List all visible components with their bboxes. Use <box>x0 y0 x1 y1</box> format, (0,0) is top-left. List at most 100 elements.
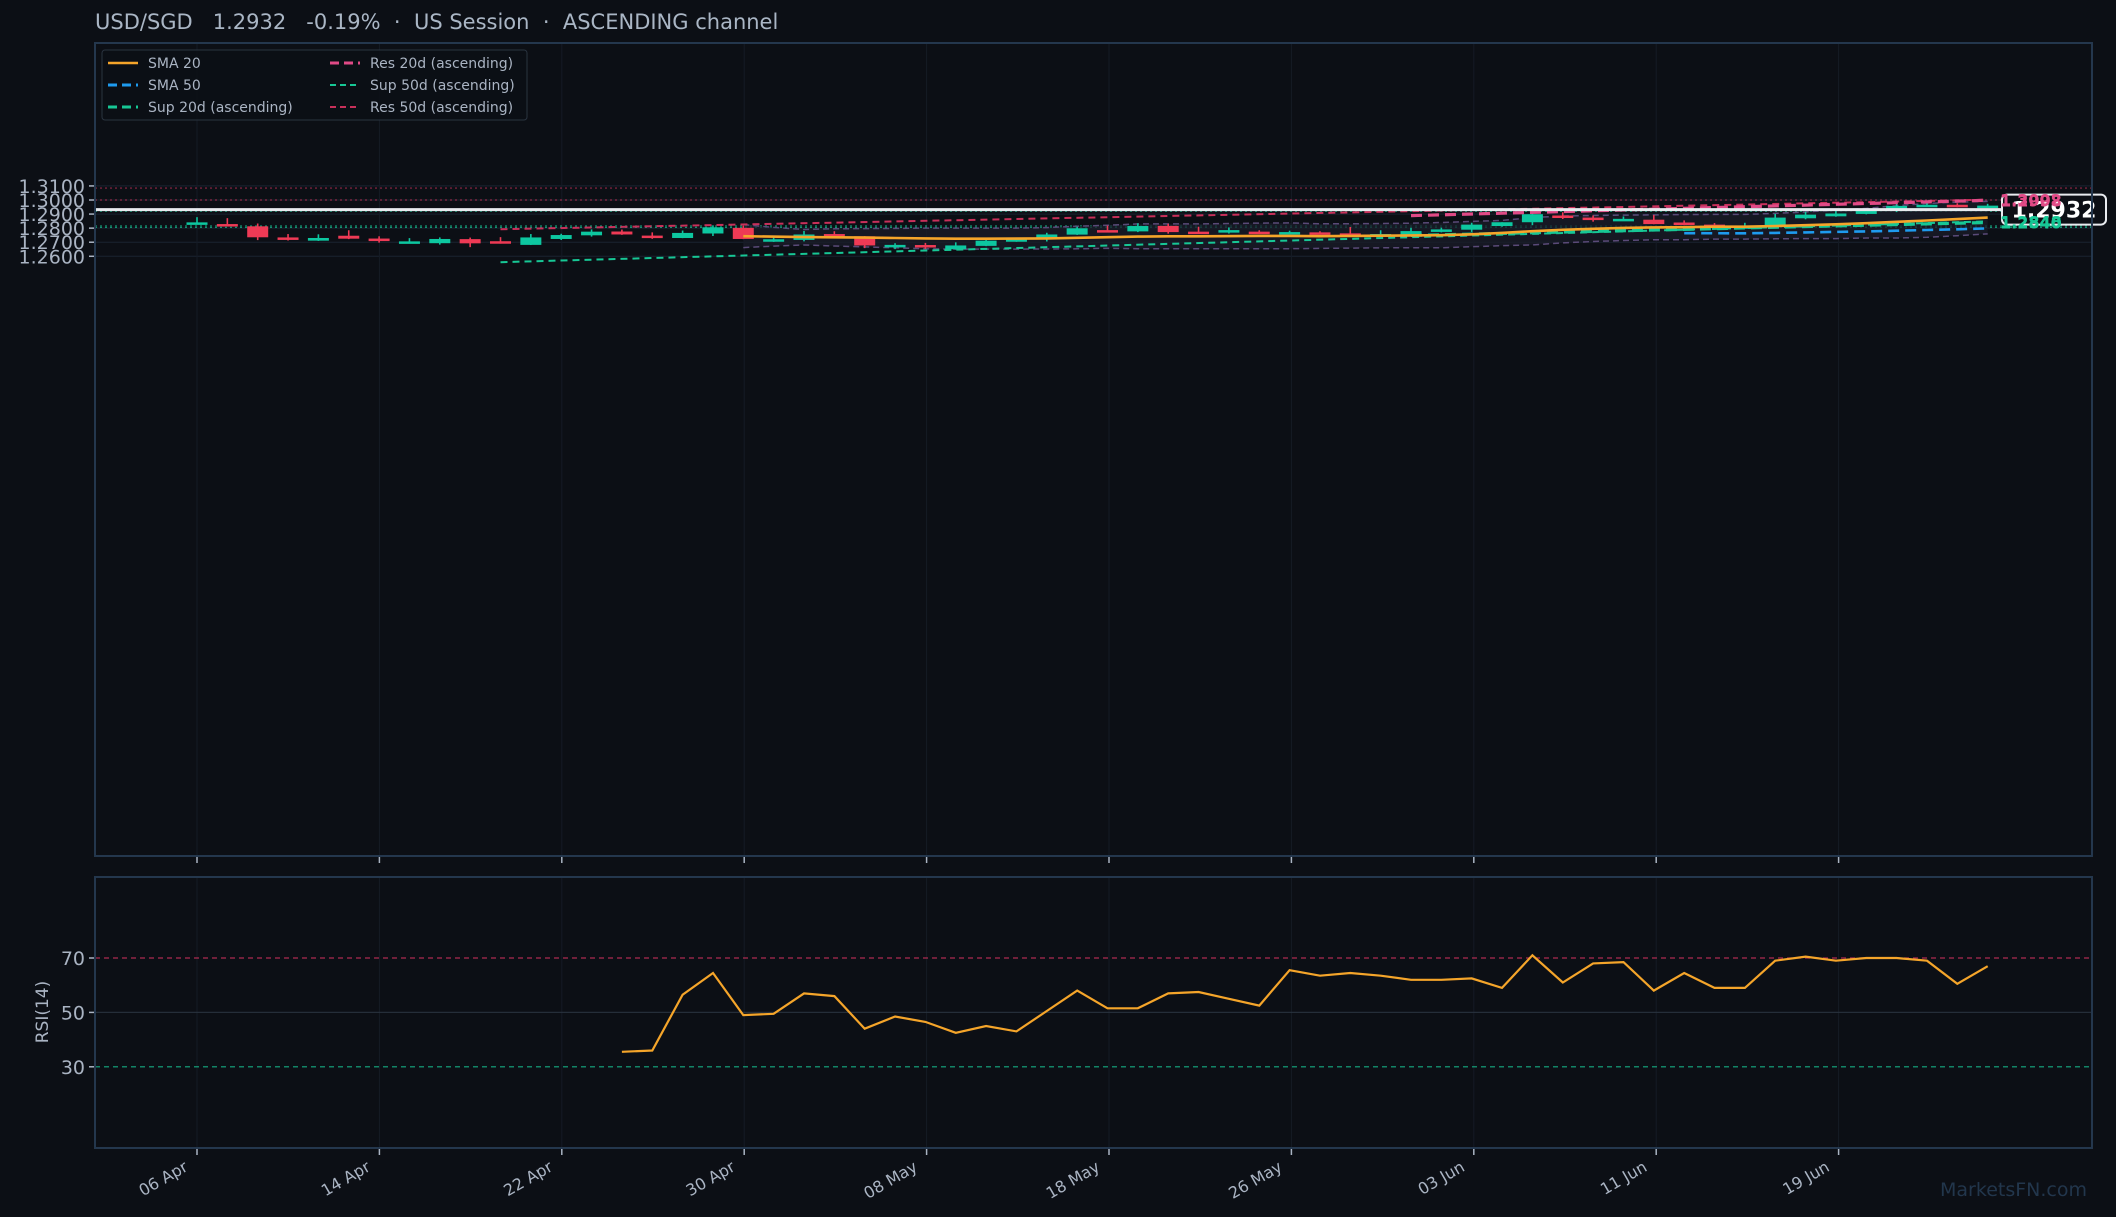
candle-body <box>1521 214 1543 223</box>
candle-body <box>1612 218 1634 222</box>
band-upper-line <box>743 200 1988 231</box>
trendline <box>1410 198 1988 218</box>
legend-label: SMA 20 <box>148 56 201 72</box>
y-tick-label: 1.3100 <box>19 176 85 198</box>
y-tick-label: 1.2800 <box>19 218 85 240</box>
candle-body <box>945 245 967 250</box>
trendline <box>500 198 1988 231</box>
legend-label: Res 50d (ascending) <box>370 100 513 116</box>
legend-box <box>101 49 528 121</box>
candle-body <box>1339 233 1361 236</box>
candle-body <box>520 237 542 245</box>
x-tick-label: 26 May <box>1225 1157 1285 1203</box>
candle-body <box>1279 232 1301 235</box>
candle-body <box>1005 239 1027 242</box>
end-label: 1.2848 <box>2000 212 2062 231</box>
candle-body <box>672 232 694 238</box>
candle-body <box>581 231 603 236</box>
candle-body <box>1097 230 1118 233</box>
y-tick-label: 1.2900 <box>19 204 85 226</box>
legend: SMA 20 SMA 50 Sup 20d (ascending) Res 20d (… <box>101 49 528 121</box>
rsi-grid <box>95 957 2092 1068</box>
rsi-panel: 30 50 70 RSI(14) <box>33 948 1989 1079</box>
legend-label: Sup 50d (ascending) <box>370 78 515 94</box>
main-panel-border <box>94 42 2093 857</box>
chart-title: USD/SGD 1.2932 -0.19% · US Session · ASC… <box>95 10 779 34</box>
pattern-label: ASCENDING channel <box>562 10 779 34</box>
rsi-tick-label: 70 <box>61 948 85 970</box>
candle-body <box>854 236 876 246</box>
y-tick-label: 1.2700 <box>19 232 85 254</box>
x-tick-label: 08 May <box>860 1157 920 1203</box>
x-tick-label: 30 Apr <box>683 1157 739 1200</box>
last-price-box <box>2001 193 2107 226</box>
candle-body <box>550 235 572 239</box>
candle-body <box>823 234 845 237</box>
date-axis: 06 Apr 14 Apr 22 Apr 30 Apr 08 May 18 May 26 M… <box>135 856 1840 1203</box>
candle-body <box>1582 217 1604 221</box>
candle-body <box>1643 219 1665 225</box>
candle-body <box>1400 231 1422 236</box>
candle-body <box>1764 217 1786 227</box>
candle-body <box>1066 228 1088 235</box>
y-tick-label: 1.3000 <box>19 190 85 212</box>
last-price-marker: 1.2932 <box>95 193 2107 226</box>
candle-body <box>368 238 390 242</box>
price-label: 1.2932 <box>212 10 287 34</box>
candle-body <box>1491 222 1513 227</box>
candle-body <box>1430 229 1452 232</box>
candle-body <box>1248 231 1270 235</box>
candle-body <box>1946 204 1968 208</box>
candle-body <box>1157 225 1179 233</box>
candle-body <box>186 222 208 225</box>
candle-body <box>1188 231 1210 235</box>
candle-body <box>247 226 269 238</box>
trendlines <box>500 198 1988 264</box>
candle-body <box>490 241 511 244</box>
x-tick-label: 18 May <box>1043 1157 1103 1203</box>
end-label: 1.2998 <box>2000 191 2062 210</box>
candle-body <box>1461 224 1483 230</box>
rsi-axis-label: RSI(14) <box>33 981 53 1044</box>
candle-body <box>884 244 906 248</box>
candle-body <box>1855 210 1877 214</box>
end-label: 1.3002 <box>2000 191 2062 210</box>
end-label: 1.2840 <box>2000 214 2062 233</box>
candle-body <box>641 235 663 239</box>
change-label: -0.19% <box>306 10 381 34</box>
band-lower-line <box>743 233 1988 250</box>
trendline <box>1410 220 1988 238</box>
candle-body <box>1977 205 1999 209</box>
rsi-panel-border <box>94 876 2093 1149</box>
pair-label: USD/SGD <box>95 10 193 34</box>
candle-body <box>1127 226 1149 232</box>
candle-body <box>914 245 936 248</box>
candle-body <box>216 224 238 227</box>
candle-body <box>702 227 724 234</box>
x-tick-label: 03 Jun <box>1415 1157 1468 1199</box>
rsi-tick-label: 30 <box>61 1057 85 1079</box>
rsi-line <box>621 953 1989 1053</box>
candle-body <box>277 237 299 240</box>
candle-body <box>459 239 481 244</box>
sma20-line <box>743 216 1988 240</box>
candle-body <box>398 241 420 244</box>
legend-label: SMA 50 <box>148 78 201 94</box>
x-tick-label: 22 Apr <box>500 1157 556 1200</box>
candle-body <box>1036 234 1058 240</box>
candle-body <box>429 238 451 244</box>
candle-body <box>732 227 754 239</box>
legend-label: Sup 20d (ascending) <box>148 100 293 116</box>
y-tick-label: 1.2600 <box>19 246 85 268</box>
candle-body <box>1916 204 1938 208</box>
rsi-tick-label: 50 <box>61 1002 85 1024</box>
candle-body <box>1552 215 1574 219</box>
watermark: MarketsFN.com <box>1940 1179 2087 1201</box>
candle-body <box>338 235 360 239</box>
sma50-line <box>1684 227 1988 235</box>
candle-body <box>1825 213 1847 217</box>
candle-body <box>1795 214 1817 219</box>
